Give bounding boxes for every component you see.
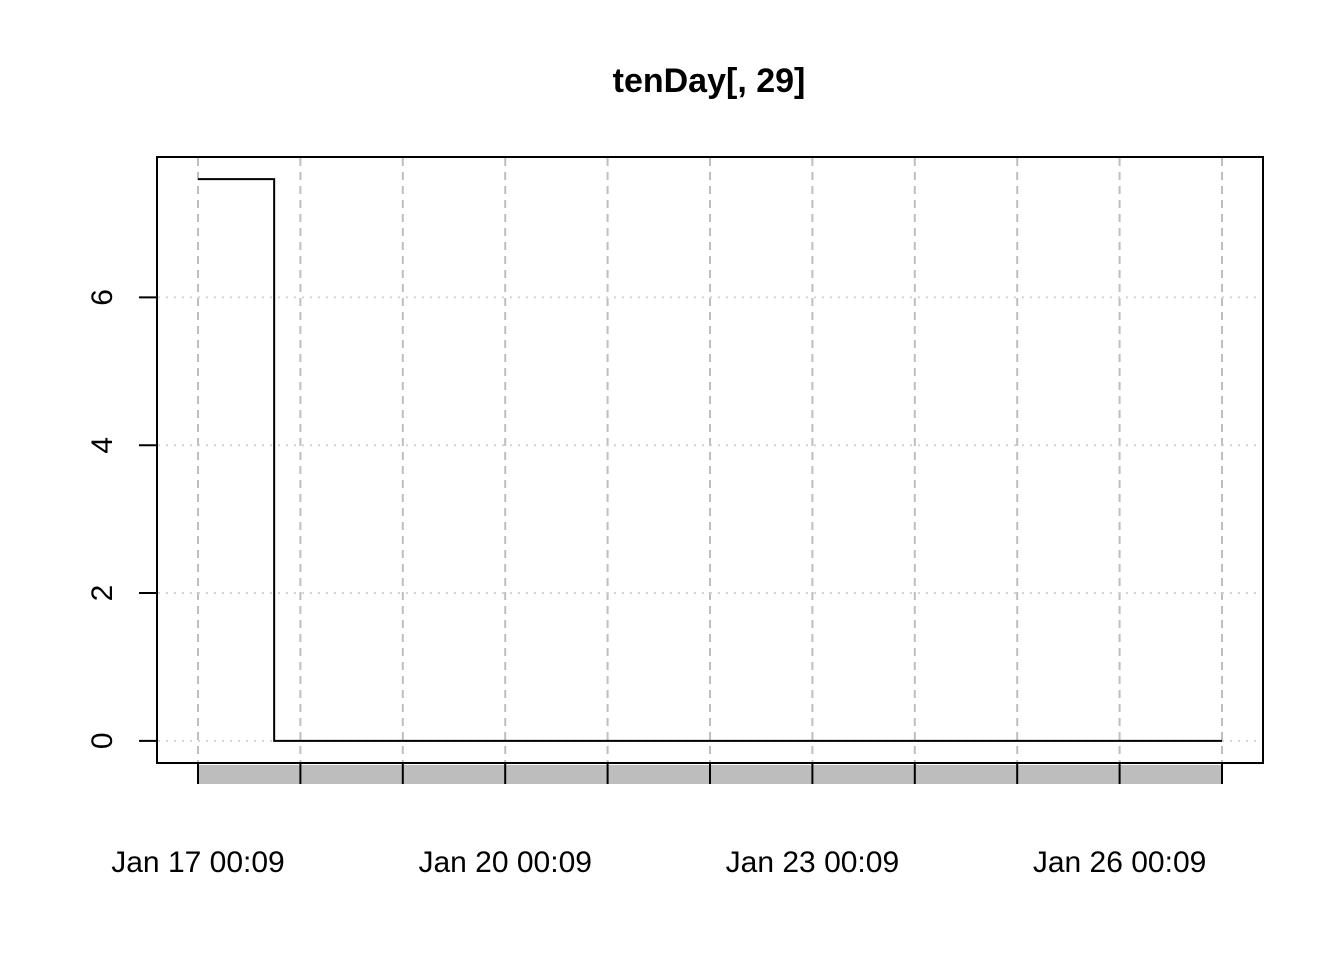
plot-frame xyxy=(156,156,1264,764)
y-tick-label: 2 xyxy=(86,585,119,602)
series xyxy=(198,178,1222,742)
y-tick-label: 6 xyxy=(86,289,119,306)
chart-title: tenDay[, 29] xyxy=(613,62,806,100)
grid xyxy=(158,158,1262,762)
x-axis-labels: Jan 17 00:09 Jan 20 00:09 Jan 23 00:09 Jan … xyxy=(111,846,1206,879)
y-tick-label: 0 xyxy=(86,732,119,749)
y-tick-label: 4 xyxy=(86,437,119,454)
x-tick-label: Jan 20 00:09 xyxy=(418,846,591,879)
x-axis-timeline-bar xyxy=(197,762,1223,784)
x-tick-label: Jan 26 00:09 xyxy=(1033,846,1206,879)
series-line xyxy=(198,178,1222,742)
y-axis: 0 2 4 6 xyxy=(86,289,157,749)
x-tick-label: Jan 23 00:09 xyxy=(726,846,899,879)
x-tick-label: Jan 17 00:09 xyxy=(111,846,284,879)
